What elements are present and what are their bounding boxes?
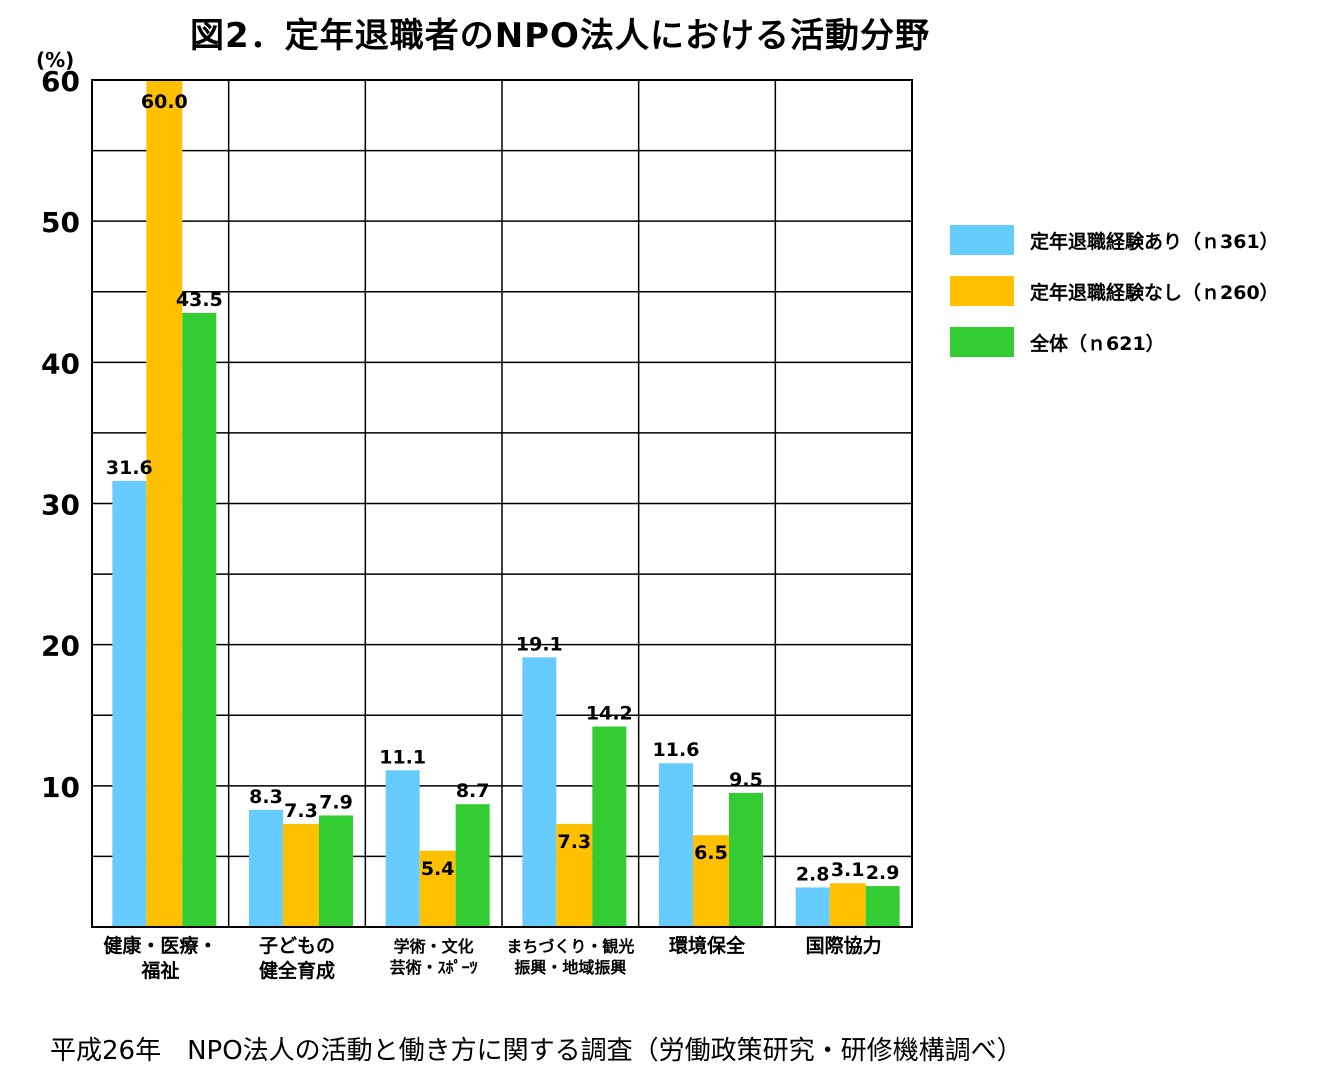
category-label: 福祉 [140,959,179,982]
data-label: 11.6 [653,739,700,761]
y-tick-label: 40 [41,347,80,380]
legend-label: 定年退職経験あり（ｎ361） [1030,230,1279,253]
data-label: 8.3 [249,786,283,808]
legend: 定年退職経験あり（ｎ361） 定年退職経験なし（ｎ260） 全体（ｎ621） [950,222,1279,375]
bar [693,835,729,927]
legend-label: 全体（ｎ621） [1030,332,1165,355]
data-label: 5.4 [421,858,455,880]
plot-frame [91,79,913,928]
y-tick-label: 30 [41,489,80,522]
bar [659,763,693,927]
legend-item: 定年退職経験あり（ｎ361） [950,222,1279,258]
data-label: 3.1 [831,859,865,881]
y-tick-label: 60 [41,65,80,98]
legend-swatch [950,225,1014,255]
data-label: 31.6 [106,457,153,479]
data-label: 9.5 [729,769,763,791]
category-label: 学術・文化 [394,937,474,956]
source-note: 平成26年 NPO法人の活動と働き方に関する調査（労働政策研究・研修機構調べ） [50,1036,1023,1066]
bar [455,804,490,927]
data-label: 7.9 [319,791,353,813]
data-label: 6.5 [694,842,728,864]
data-label: 43.5 [176,289,223,311]
bar [385,770,420,927]
category-label: 国際協力 [806,934,882,957]
category-label: 健全育成 [259,959,335,982]
bar [319,815,353,927]
legend-swatch [950,276,1014,306]
legend-label: 定年退職経験なし（ｎ260） [1030,281,1279,304]
category-label: まちづくり・観光 [506,937,634,956]
bar [829,883,866,927]
bar [865,886,900,927]
bar [249,809,283,927]
bar [419,850,456,927]
bar [795,887,830,927]
y-tick-label: 10 [41,771,80,804]
bar [112,480,147,927]
category-label: 健康・医療・ [103,934,217,957]
data-label: 2.8 [796,863,830,885]
y-tick-label: 20 [41,630,80,663]
data-label: 2.9 [866,862,900,884]
category-label: 環境保全 [669,934,746,957]
legend-swatch [950,327,1014,357]
y-axis-unit: (%) [36,48,75,72]
chart-title: 図2．定年退職者のNPO法人における活動分野 [190,16,930,56]
category-label: 芸術・ｽﾎﾟｰﾂ [390,958,478,977]
data-label: 8.7 [456,780,490,802]
data-label: 14.2 [586,703,633,725]
data-label: 7.3 [557,831,591,853]
data-label: 60.0 [141,91,188,113]
bar [729,792,763,927]
bar [556,823,593,927]
bar [522,657,557,927]
bar [592,726,627,927]
legend-item: 定年退職経験なし（ｎ260） [950,273,1279,309]
legend-item: 全体（ｎ621） [950,324,1279,360]
bar [283,823,319,927]
category-label: 子どもの [259,935,335,957]
y-tick-label: 50 [41,206,80,239]
bar [182,312,217,927]
data-label: 7.3 [284,800,318,822]
data-label: 19.1 [516,633,563,655]
data-label: 11.1 [379,746,426,768]
category-label: 振興・地域振興 [514,958,626,977]
bar [146,80,183,927]
